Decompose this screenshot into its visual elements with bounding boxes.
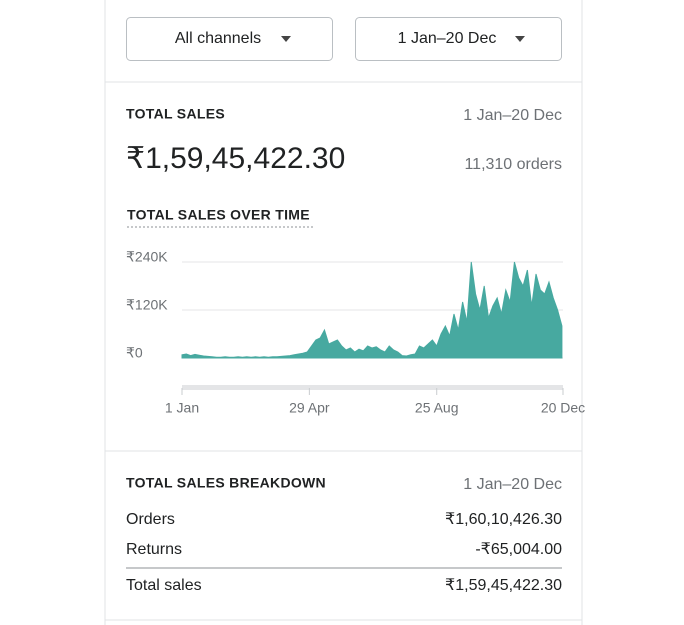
section-title: TOTAL SALES BREAKDOWN <box>126 475 326 491</box>
chart-title: TOTAL SALES OVER TIME <box>127 207 310 223</box>
row-value: ₹1,59,45,422.30 <box>445 577 562 594</box>
dropdown-arrow <box>515 36 525 42</box>
row-value: ₹1,60,10,426.30 <box>445 511 562 528</box>
timeline-track <box>182 385 563 390</box>
channel-dropdown[interactable] <box>126 17 333 61</box>
x-tick-label: 1 Jan <box>165 400 199 416</box>
orders-count: 11,310 orders <box>464 156 562 173</box>
total-amount: ₹1,59,45,422.30 <box>126 142 345 175</box>
sales-area <box>181 261 563 359</box>
channel-label[interactable]: All channels <box>175 30 261 47</box>
x-tick-label: 20 Dec <box>541 400 585 416</box>
date-range: 1 Jan–20 Dec <box>463 476 562 493</box>
row-label: Returns <box>126 541 182 558</box>
row-value: -₹65,004.00 <box>475 541 562 558</box>
x-tick-label: 25 Aug <box>415 400 459 416</box>
y-tick-label: ₹0 <box>126 345 143 361</box>
row-label: Orders <box>126 511 175 528</box>
chart: ₹0 ₹120K ₹240K 1 Jan 29 Apr 25 Aug 20 Dec <box>126 249 585 416</box>
row-label: Total sales <box>126 577 202 594</box>
section-title: TOTAL SALES <box>126 106 225 122</box>
date-range: 1 Jan–20 Dec <box>463 107 562 124</box>
y-tick-label: ₹120K <box>126 297 168 313</box>
date-label[interactable]: 1 Jan–20 Dec <box>398 30 497 47</box>
dropdown-arrow <box>281 36 291 42</box>
x-tick-label: 29 Apr <box>289 400 330 416</box>
date-dropdown[interactable] <box>355 17 562 61</box>
y-tick-label: ₹240K <box>126 249 168 265</box>
